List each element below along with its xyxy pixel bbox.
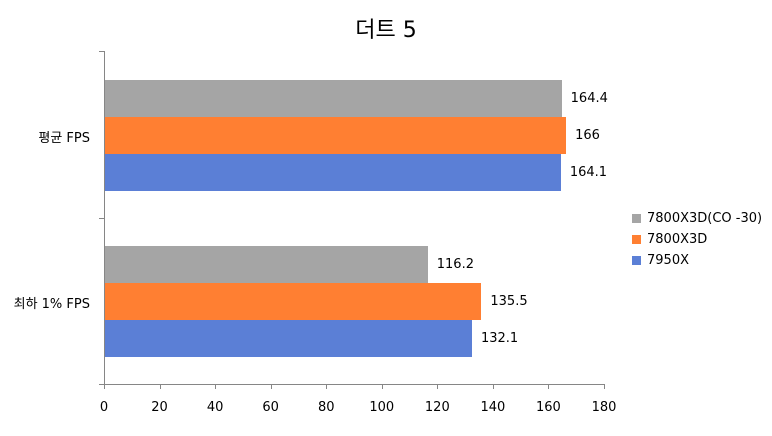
x-tick-label: 0 bbox=[99, 400, 109, 415]
x-tick bbox=[326, 384, 328, 389]
y-tick bbox=[99, 51, 104, 52]
x-tick bbox=[437, 384, 439, 389]
bar bbox=[105, 246, 428, 283]
legend-swatch bbox=[632, 214, 641, 223]
chart-title: 더트 5 bbox=[355, 18, 417, 43]
x-tick-label: 40 bbox=[206, 400, 224, 415]
x-tick bbox=[104, 384, 105, 389]
bar-value-label: 164.4 bbox=[570, 91, 608, 106]
x-tick bbox=[492, 384, 494, 389]
bar-value-label: 164.1 bbox=[569, 165, 608, 180]
bar-value-label: 166 bbox=[575, 128, 600, 143]
x-tick-label: 20 bbox=[151, 400, 168, 415]
legend-label: 7800X3D(CO -30) bbox=[647, 211, 763, 226]
x-tick bbox=[548, 384, 550, 389]
x-tick-label: 100 bbox=[369, 400, 395, 415]
category-label-avg-fps: 평균 FPS bbox=[38, 131, 90, 146]
legend-item-7800x3d: 7800X3D bbox=[632, 229, 762, 250]
x-tick bbox=[159, 384, 161, 389]
legend-swatch bbox=[632, 256, 641, 265]
bar-value-label: 135.5 bbox=[490, 294, 528, 309]
y-tick bbox=[99, 218, 104, 219]
bar-value-label: 132.1 bbox=[480, 331, 519, 346]
x-tick bbox=[604, 384, 605, 389]
x-tick-label: 60 bbox=[262, 400, 279, 415]
bar bbox=[105, 320, 472, 357]
legend-label: 7800X3D bbox=[647, 232, 708, 247]
x-tick-label: 80 bbox=[317, 400, 335, 415]
legend-item-7950x: 7950X bbox=[632, 250, 762, 271]
x-tick bbox=[270, 384, 272, 389]
x-tick bbox=[215, 384, 217, 389]
bar bbox=[105, 154, 561, 191]
legend-item-7800x3d-co30: 7800X3D(CO -30) bbox=[632, 208, 762, 229]
bar bbox=[105, 283, 482, 320]
y-tick bbox=[99, 384, 104, 385]
x-tick-label: 180 bbox=[591, 400, 617, 415]
legend-swatch bbox=[632, 235, 641, 244]
bar-value-label: 116.2 bbox=[436, 257, 474, 272]
x-tick bbox=[381, 384, 383, 389]
bar bbox=[105, 117, 567, 154]
legend-label: 7950X bbox=[647, 253, 689, 268]
category-label-low-1pct-fps: 최하 1% FPS bbox=[13, 297, 90, 312]
legend: 7800X3D(CO -30) 7800X3D 7950X bbox=[632, 208, 762, 271]
x-tick-label: 120 bbox=[424, 400, 450, 415]
x-axis bbox=[104, 384, 604, 385]
x-tick-label: 140 bbox=[480, 400, 506, 415]
y-axis bbox=[104, 51, 105, 385]
bar bbox=[105, 80, 562, 117]
x-tick-label: 160 bbox=[536, 400, 561, 415]
